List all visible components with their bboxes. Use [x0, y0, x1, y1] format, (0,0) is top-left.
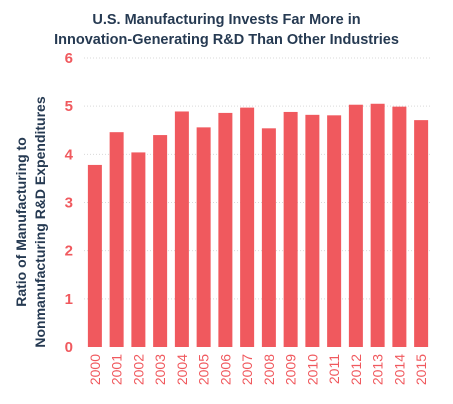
x-tick-label: 2003: [152, 354, 168, 385]
y-axis-label-line-1: Ratio of Manufacturing to: [13, 137, 29, 307]
y-tick-label: 1: [65, 291, 73, 308]
x-axis-ticks: 2000 2001 2002 2003 2004 2005 2006 2007 2008 2009…: [87, 354, 429, 385]
y-axis-label-line-2: Nonmanufacturing R&D Expenditures: [32, 96, 48, 347]
bar-2013: [370, 103, 385, 347]
y-axis-ticks: 0 1 2 3 4 5 6: [65, 50, 74, 356]
y-tick-label: 3: [65, 195, 73, 212]
bar-2002: [131, 152, 146, 347]
x-tick-label: 2008: [261, 354, 277, 385]
x-tick-label: 2009: [283, 354, 299, 385]
x-tick-label: 2012: [348, 354, 364, 385]
bar-2003: [153, 135, 168, 347]
bar-2012: [348, 104, 363, 347]
y-tick-label: 6: [65, 50, 73, 67]
bar-2011: [327, 115, 342, 347]
y-tick-label: 4: [65, 146, 74, 163]
y-tick-label: 5: [65, 98, 73, 115]
x-tick-label: 2001: [109, 354, 125, 385]
bar-2015: [414, 120, 429, 347]
x-tick-label: 2002: [130, 354, 146, 385]
bar-2005: [196, 127, 211, 347]
x-tick-label: 2004: [174, 354, 190, 385]
x-tick-label: 2010: [304, 354, 320, 385]
bar-2001: [109, 132, 124, 347]
x-tick-label: 2005: [196, 354, 212, 385]
bar-2008: [261, 128, 276, 347]
x-tick-label: 2011: [326, 354, 342, 384]
x-tick-label: 2014: [391, 354, 407, 385]
y-tick-label: 2: [65, 243, 73, 260]
x-tick-label: 2013: [370, 354, 386, 385]
chart-title: U.S. Manufacturing Invests Far More in I…: [0, 10, 453, 50]
y-tick-label: 0: [65, 339, 73, 356]
bar-2007: [240, 107, 255, 347]
bar-2009: [283, 111, 298, 347]
x-tick-label: 2007: [239, 354, 255, 385]
y-axis-label: Ratio of Manufacturing to Nonmanufacturi…: [13, 96, 48, 347]
bar-2000: [87, 164, 102, 347]
chart-title-line-2: Innovation-Generating R&D Than Other Ind…: [54, 32, 399, 48]
bar-2006: [218, 112, 233, 347]
x-tick-label: 2000: [87, 354, 103, 385]
bars: [87, 103, 429, 348]
bar-2004: [174, 111, 189, 347]
x-tick-label: 2006: [217, 354, 233, 385]
bar-2014: [392, 106, 407, 348]
bar-2010: [305, 114, 320, 347]
chart-title-line-1: U.S. Manufacturing Invests Far More in: [92, 12, 361, 28]
x-tick-label: 2015: [413, 354, 429, 385]
